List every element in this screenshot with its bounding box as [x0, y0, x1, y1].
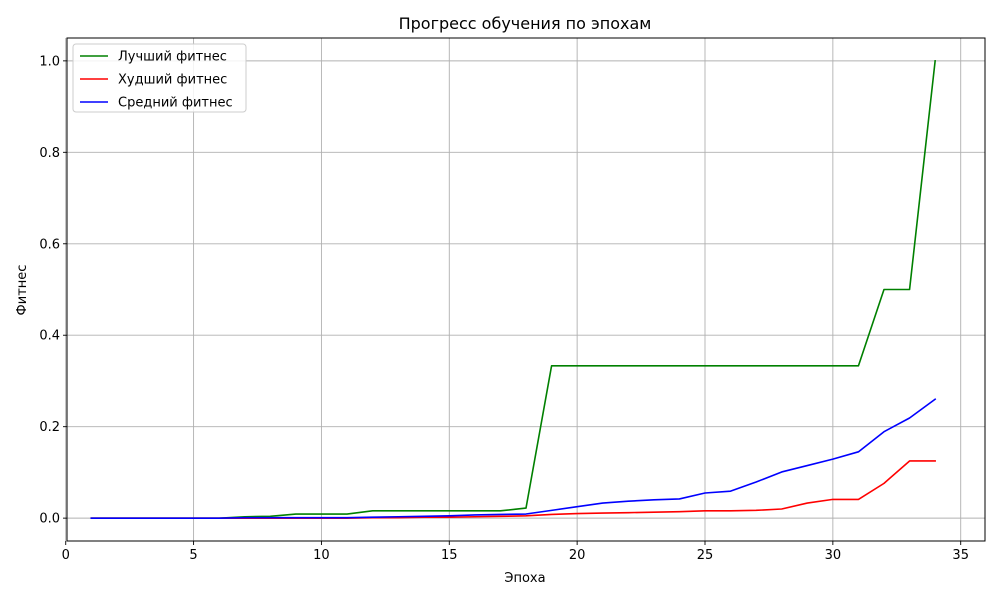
y-tick-label: 0.8	[39, 146, 60, 161]
axis-ticks: 0 5 10 15 20 25 30 35 0.0 0.2 0.4 0.6 0.8 1.0	[39, 54, 969, 563]
legend-label-3: Средний фитнес	[118, 96, 233, 111]
y-tick-label: 0.4	[39, 329, 60, 344]
plot-frame	[66, 37, 986, 542]
y-axis-label: Фитнес	[15, 265, 30, 316]
y-tick-label: 0.0	[39, 512, 60, 527]
legend-label-2: Худший фитнес	[118, 73, 227, 88]
x-tick-label: 15	[441, 548, 458, 563]
x-tick-label: 30	[825, 548, 842, 563]
legend: Лучший фитнес Худший фитнес Средний фитнес	[72, 43, 247, 113]
series-line-3	[90, 398, 937, 519]
x-tick-label: 10	[313, 548, 330, 563]
y-tick-label: 1.0	[39, 54, 60, 69]
x-tick-label: 35	[952, 548, 969, 563]
y-tick-label: 0.2	[39, 420, 60, 435]
x-tick-label: 0	[62, 548, 70, 563]
x-axis-label: Эпоха	[504, 571, 545, 586]
x-tick-label: 20	[569, 548, 586, 563]
legend-label-1: Лучший фитнес	[118, 50, 227, 65]
x-tick-label: 25	[697, 548, 714, 563]
x-tick-label: 5	[189, 548, 197, 563]
chart-title: Прогресс обучения по эпохам	[399, 14, 652, 33]
plot-lines	[90, 59, 937, 519]
y-tick-label: 0.6	[39, 237, 60, 252]
legend-box	[72, 43, 247, 113]
